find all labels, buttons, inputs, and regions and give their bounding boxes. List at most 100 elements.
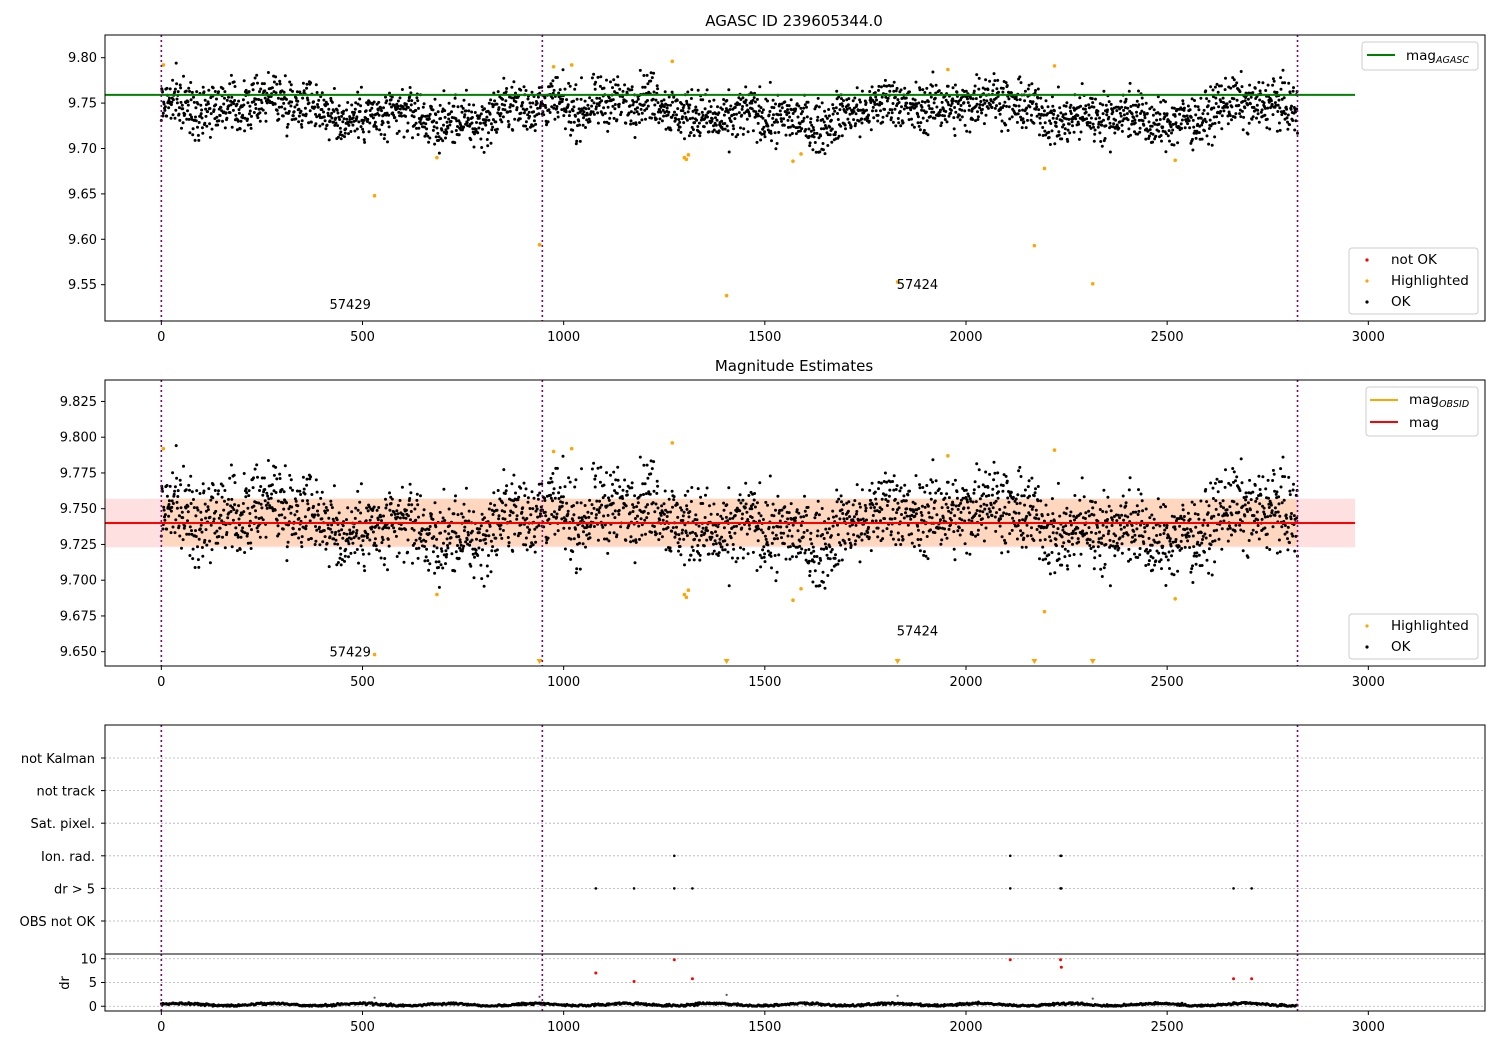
agasc-ok-point-2537 <box>1180 118 1184 122</box>
agasc-ok-point-414 <box>326 111 330 115</box>
agasc-ok-point-2285 <box>1079 130 1083 134</box>
agasc-ok-point-291 <box>276 96 280 100</box>
agasc-ok-point-452 <box>341 112 345 116</box>
agasc-ok-point-385 <box>314 83 318 87</box>
agasc-ok-point-1458 <box>746 130 750 134</box>
est-ok-point-621 <box>409 510 413 513</box>
agasc-ok-point-1428 <box>734 135 738 139</box>
est-ok-point-1109 <box>606 551 610 555</box>
agasc-ok-point-633 <box>414 121 418 125</box>
agasc-ok-point-635 <box>415 96 419 100</box>
agasc-ok-point-381 <box>313 105 317 109</box>
agasc-ok-point-658 <box>424 132 428 136</box>
est-ok-point-668 <box>428 525 432 528</box>
est-ok-point-2045 <box>982 539 986 543</box>
est-ok-point-1087 <box>597 508 601 512</box>
est-ok-point-2091 <box>1001 489 1005 493</box>
agasc-ok-point-1856 <box>906 112 910 115</box>
agasc-ok-point-1473 <box>752 96 756 100</box>
est-ok-point-2027 <box>975 509 979 512</box>
est-ok-point-341 <box>297 536 301 540</box>
est-ok-point-321 <box>289 486 292 490</box>
agasc-ok-point-387 <box>315 91 319 94</box>
agasc-ok-point-403 <box>322 110 325 114</box>
est-ok-point-546 <box>379 556 383 560</box>
est-ok-point-1856 <box>906 523 910 527</box>
agasc-ok-point-358 <box>303 106 307 110</box>
agasc-ok-point-39 <box>175 97 179 101</box>
agasc-ok-point-2666 <box>1232 78 1236 82</box>
agasc-ok-point-108 <box>203 121 207 125</box>
est-ok-point-541 <box>377 526 381 530</box>
agasc-ok-point-2648 <box>1225 102 1229 106</box>
est-ok-point-1799 <box>883 471 887 475</box>
agasc-ok-point-1826 <box>894 89 898 93</box>
est-ok-point-524 <box>370 525 374 529</box>
agasc-ok-point-733 <box>454 129 458 132</box>
agasc-ok-point-2426 <box>1136 132 1140 136</box>
est-ok-point-2100 <box>1005 512 1008 516</box>
agasc-ok-point-1258 <box>666 103 670 107</box>
agasc-ok-point-677 <box>432 119 436 123</box>
est-ok-point-363 <box>305 499 309 503</box>
agasc-ok-point-1349 <box>702 125 706 129</box>
agasc-ok-point-117 <box>206 102 210 106</box>
est-ok-point-715 <box>447 507 451 511</box>
est-ok-point-305 <box>282 490 286 494</box>
est-ok-point-1252 <box>663 489 667 493</box>
agasc-ok-point-179 <box>231 108 235 112</box>
agasc-ok-point-2154 <box>1026 87 1030 91</box>
agasc-ok-point-2206 <box>1047 136 1051 139</box>
est-ok-point-355 <box>302 487 306 491</box>
est-ok-point-1112 <box>607 539 611 543</box>
agasc-ok-point-2725 <box>1256 112 1260 116</box>
est-ok-point-486 <box>355 529 359 532</box>
est-ok-point-78 <box>191 557 195 561</box>
agasc-ok-point-1138 <box>617 102 621 106</box>
agasc-ok-point-1973 <box>953 83 957 87</box>
agasc-ok-point-996 <box>560 100 564 103</box>
est-ok-point-295 <box>278 477 282 480</box>
agasc-ok-point-2202 <box>1046 112 1050 116</box>
agasc-ok-point-2700 <box>1246 132 1250 136</box>
agasc-ok-point-1331 <box>695 108 699 112</box>
agasc-ok-point-40 <box>175 101 179 105</box>
agasc-ok-point-1667 <box>830 127 834 131</box>
agasc-ok-point-871 <box>510 85 514 89</box>
est-ok-point-378 <box>312 504 315 508</box>
est-ok-point-926 <box>532 496 536 500</box>
agasc-ok-point-2046 <box>983 101 987 105</box>
est-ok-point-644 <box>419 494 422 498</box>
agasc-ok-point-13 <box>165 114 169 118</box>
agasc-ok-point-30 <box>171 98 175 102</box>
est-ok-point-1324 <box>692 558 696 562</box>
agasc-ok-point-2332 <box>1098 131 1102 135</box>
est-ok-point-1011 <box>566 509 570 513</box>
agasc-ok-point-2800 <box>1286 113 1290 117</box>
agasc-ok-point-446 <box>339 130 343 134</box>
agasc-ok-point-103 <box>201 131 205 135</box>
agasc-ok-point-2762 <box>1271 113 1275 117</box>
est-ok-point-222 <box>249 541 253 545</box>
est-ok-point-1895 <box>922 519 926 523</box>
est-ok-point-896 <box>520 510 524 514</box>
agasc-ok-point-1254 <box>664 127 668 131</box>
est-ok-point-818 <box>489 502 493 506</box>
agasc-ok-point-1432 <box>736 133 740 137</box>
y-tick-label-1: 9.60 <box>68 233 97 248</box>
est-ok-point-1518 <box>770 541 774 545</box>
agasc-ok-point-1239 <box>658 117 662 121</box>
agasc-ok-point-2348 <box>1104 103 1108 107</box>
agasc-ok-point-2298 <box>1084 110 1088 114</box>
est-ok-point-1376 <box>713 539 717 543</box>
est-ok-point-2090 <box>1001 514 1004 518</box>
agasc-ok-point-137 <box>215 97 218 101</box>
agasc-ok-point-2633 <box>1219 100 1223 104</box>
est-ok-point-2066 <box>991 487 995 491</box>
agasc-ok-point-131 <box>212 108 216 112</box>
agasc-ok-point-2611 <box>1210 143 1214 147</box>
est-ok-point-599 <box>400 485 404 489</box>
est-ok-point-813 <box>487 554 490 557</box>
agasc-ok-point-844 <box>499 112 503 115</box>
agasc-ok-point-1510 <box>767 113 771 117</box>
